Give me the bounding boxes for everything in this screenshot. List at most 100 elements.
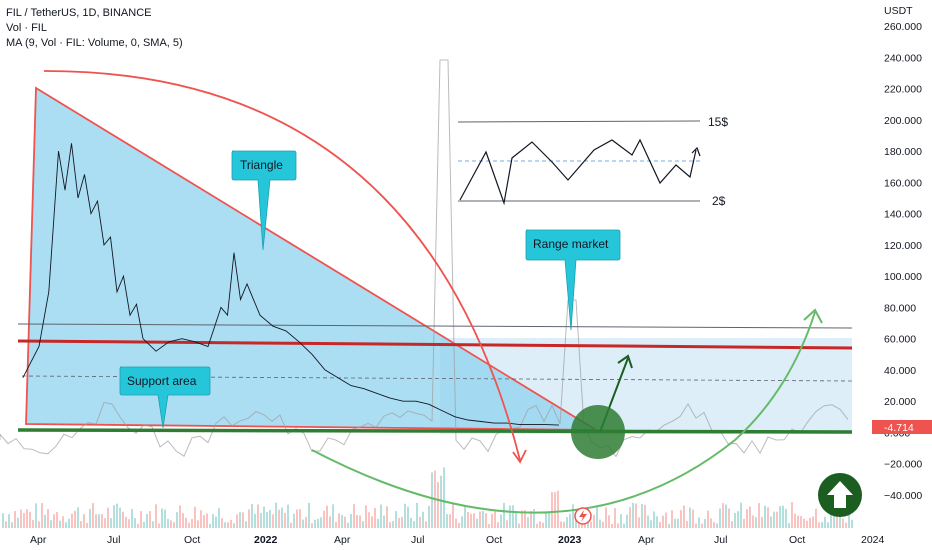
volume-bar xyxy=(260,513,262,528)
time-tick-label: Oct xyxy=(789,534,805,546)
volume-bar xyxy=(89,509,91,528)
price-tick-label: 260.000 xyxy=(884,21,922,33)
volume-bar xyxy=(479,511,481,528)
volume-bar xyxy=(71,513,73,528)
volume-bar xyxy=(344,516,346,528)
volume-bar xyxy=(65,522,67,528)
price-tick-label: 160.000 xyxy=(884,177,922,189)
volume-bar xyxy=(491,513,493,528)
price-axis[interactable] xyxy=(870,0,932,550)
range-market-label: Range market xyxy=(533,237,609,251)
volume-bar xyxy=(572,504,574,528)
volume-bar xyxy=(281,507,283,528)
volume-bar xyxy=(695,523,697,528)
volume-bar xyxy=(140,511,142,528)
volume-bar xyxy=(605,507,607,528)
price-tick-label: −40.000 xyxy=(884,490,922,502)
price-tick-label: 20.000 xyxy=(884,396,916,408)
breakout-arrowhead xyxy=(617,354,633,369)
ma-legend[interactable]: MA (9, Vol · FIL: Volume, 0, SMA, 5) xyxy=(6,37,183,49)
triangle-outline xyxy=(25,86,600,431)
volume-bar xyxy=(83,514,85,528)
volume-bar xyxy=(365,505,367,528)
volume-bar xyxy=(404,503,406,528)
volume-bar xyxy=(830,505,832,528)
volume-bar xyxy=(629,507,631,528)
volume-bar xyxy=(743,518,745,528)
volume-bar xyxy=(782,505,784,528)
volume-bar xyxy=(659,521,661,528)
volume-bar xyxy=(50,520,52,528)
volume-bar xyxy=(227,522,229,528)
volume-bar xyxy=(515,511,517,528)
up-arrow-badge[interactable] xyxy=(818,473,862,517)
volume-bar xyxy=(242,512,244,528)
volume-bar xyxy=(359,515,361,528)
volume-bar xyxy=(248,509,250,528)
mini-range-top xyxy=(457,120,701,123)
volume-bar xyxy=(740,502,742,528)
volume-bar xyxy=(182,513,184,528)
volume-bar xyxy=(449,514,451,528)
volume-bar xyxy=(653,511,655,528)
volume-bar xyxy=(272,514,274,528)
volume-bar xyxy=(593,514,595,528)
volume-bar xyxy=(284,512,286,528)
volume-bar xyxy=(251,504,253,528)
time-tick-label: Oct xyxy=(184,534,200,546)
volume-bar xyxy=(86,522,88,528)
triangle-callout[interactable]: Triangle xyxy=(231,150,297,251)
volume-bar xyxy=(380,504,382,528)
volume-bar xyxy=(623,523,625,528)
volume-bar xyxy=(218,508,220,528)
volume-bar xyxy=(11,522,13,528)
range-bottom-label: 2$ xyxy=(712,194,726,208)
volume-bar xyxy=(569,513,571,528)
volume-bar xyxy=(74,510,76,528)
lightning-icon[interactable] xyxy=(574,507,592,525)
volume-bar xyxy=(686,521,688,528)
volume-bar xyxy=(761,517,763,528)
volume-bar xyxy=(560,521,562,528)
volume-bar xyxy=(701,523,703,528)
price-tick-label: 240.000 xyxy=(884,52,922,64)
time-tick-label: Jul xyxy=(411,534,424,546)
volume-bar xyxy=(389,522,391,528)
time-tick-label: Apr xyxy=(638,534,655,546)
volume-bar xyxy=(827,522,829,528)
range-market-callout[interactable]: Range market xyxy=(525,229,621,331)
volume-bar xyxy=(845,522,847,528)
volume-bar xyxy=(233,523,235,528)
volume-bar xyxy=(257,504,259,528)
last-price-value: -4.714 xyxy=(884,422,914,434)
volume-bar xyxy=(557,490,559,528)
volume-bar xyxy=(398,517,400,528)
volume-bar xyxy=(533,509,535,528)
volume-bar xyxy=(632,502,634,528)
price-axis-ticks: 260.000 240.000 220.000 200.000 180.000 160.0… xyxy=(884,21,922,502)
volume-bar xyxy=(191,518,193,528)
volume-bar xyxy=(356,515,358,528)
symbol-legend[interactable]: FIL / TetherUS, 1D, BINANCE xyxy=(6,7,152,19)
volume-bar xyxy=(683,505,685,528)
volume-bar xyxy=(812,516,814,528)
volume-bar xyxy=(680,510,682,528)
support-area-callout[interactable]: Support area xyxy=(119,366,211,429)
volume-bar xyxy=(590,521,592,528)
price-line xyxy=(22,143,560,426)
volume-bar xyxy=(143,522,145,528)
volume-bar xyxy=(137,523,139,528)
time-axis[interactable] xyxy=(0,530,870,550)
volume-bar xyxy=(824,516,826,528)
volume-bar xyxy=(68,518,70,528)
volume-bar xyxy=(101,514,103,528)
volume-bar xyxy=(419,516,421,528)
volume-bar xyxy=(125,516,127,528)
volume-bar xyxy=(692,509,694,528)
volume-bar xyxy=(452,504,454,528)
volume-bar xyxy=(446,514,448,528)
volume-bar xyxy=(503,502,505,528)
volume-bar xyxy=(524,510,526,528)
volume-legend[interactable]: Vol · FIL xyxy=(6,22,47,34)
